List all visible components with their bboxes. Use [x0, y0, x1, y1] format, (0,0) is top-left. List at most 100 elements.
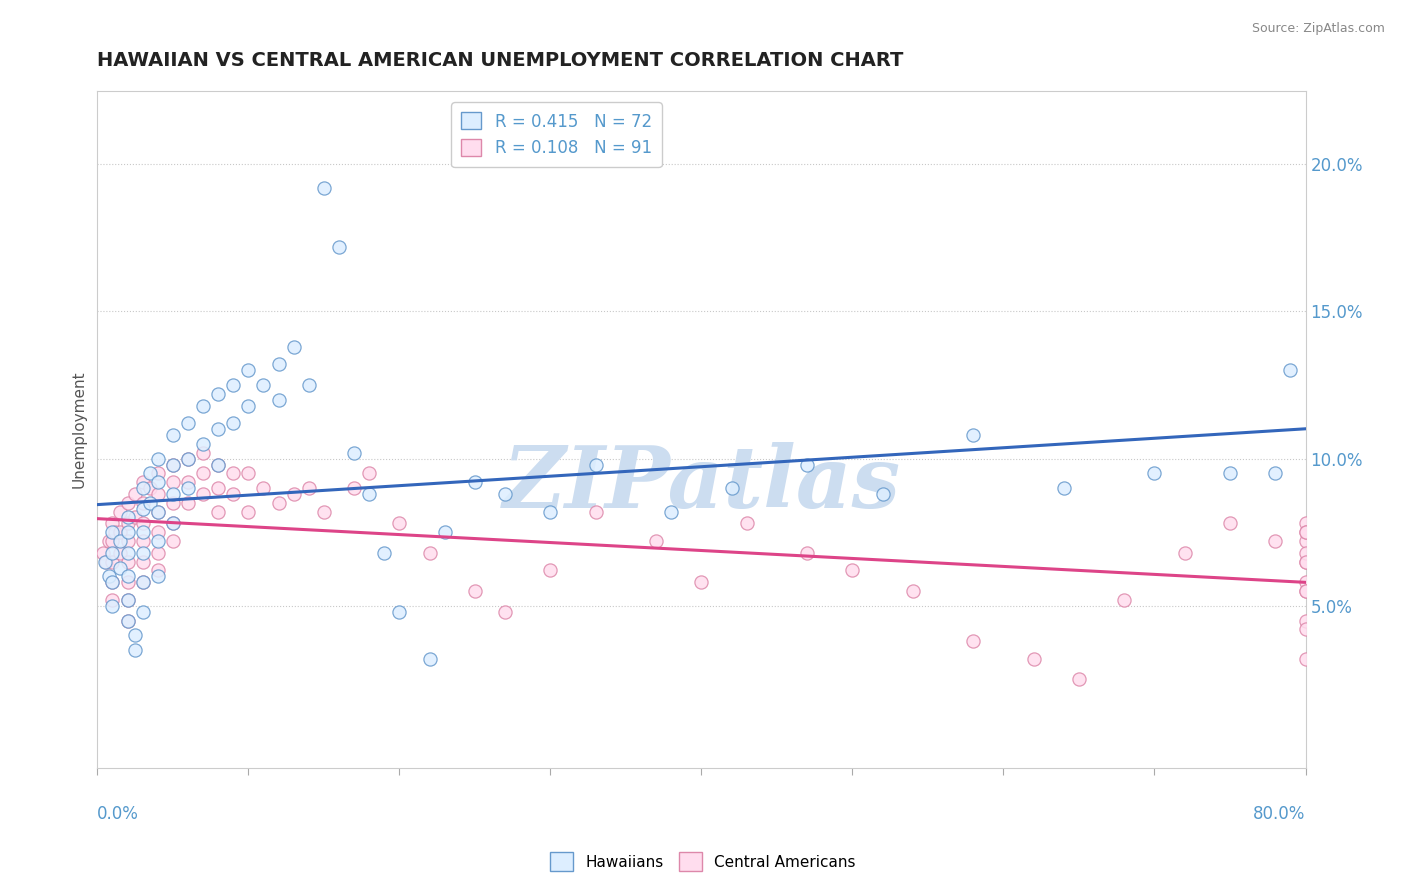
Point	[1295, 525, 1317, 540]
Point	[162, 496, 184, 510]
Point	[162, 534, 184, 549]
Point	[1295, 555, 1317, 569]
Point	[124, 510, 146, 524]
Point	[252, 481, 274, 495]
Point	[177, 451, 200, 466]
Point	[131, 534, 153, 549]
Point	[538, 564, 561, 578]
Point	[312, 505, 335, 519]
Point	[177, 451, 200, 466]
Point	[146, 487, 169, 501]
Point	[117, 575, 139, 590]
Point	[373, 546, 395, 560]
Point	[98, 534, 121, 549]
Point	[101, 555, 124, 569]
Point	[146, 564, 169, 578]
Point	[131, 475, 153, 490]
Point	[267, 392, 290, 407]
Point	[494, 487, 516, 501]
Point	[124, 643, 146, 657]
Point	[1264, 467, 1286, 481]
Point	[139, 481, 162, 495]
Point	[94, 555, 117, 569]
Point	[962, 428, 984, 442]
Point	[1295, 575, 1317, 590]
Text: 0.0%: 0.0%	[97, 805, 139, 823]
Point	[131, 605, 153, 619]
Point	[131, 516, 153, 531]
Point	[131, 496, 153, 510]
Text: 80.0%: 80.0%	[1253, 805, 1306, 823]
Legend: R = 0.415   N = 72, R = 0.108   N = 91: R = 0.415 N = 72, R = 0.108 N = 91	[451, 103, 662, 167]
Point	[464, 584, 486, 599]
Point	[388, 516, 411, 531]
Point	[139, 467, 162, 481]
Point	[659, 505, 682, 519]
Point	[690, 575, 713, 590]
Point	[962, 634, 984, 648]
Point	[177, 481, 200, 495]
Point	[146, 569, 169, 583]
Point	[131, 481, 153, 495]
Point	[162, 475, 184, 490]
Point	[283, 340, 305, 354]
Point	[117, 593, 139, 607]
Point	[96, 555, 118, 569]
Point	[1295, 623, 1317, 637]
Point	[108, 525, 131, 540]
Point	[419, 652, 441, 666]
Point	[93, 546, 115, 560]
Point	[1295, 584, 1317, 599]
Point	[267, 358, 290, 372]
Legend: Hawaiians, Central Americans: Hawaiians, Central Americans	[544, 847, 862, 877]
Point	[124, 628, 146, 642]
Point	[108, 534, 131, 549]
Point	[101, 525, 124, 540]
Point	[101, 575, 124, 590]
Point	[117, 516, 139, 531]
Point	[343, 481, 366, 495]
Point	[872, 487, 894, 501]
Point	[162, 428, 184, 442]
Point	[328, 240, 350, 254]
Point	[359, 487, 381, 501]
Point	[117, 510, 139, 524]
Point	[131, 555, 153, 569]
Point	[222, 487, 245, 501]
Point	[131, 575, 153, 590]
Point	[283, 487, 305, 501]
Point	[108, 505, 131, 519]
Point	[1143, 467, 1166, 481]
Point	[238, 363, 260, 377]
Point	[162, 458, 184, 472]
Point	[131, 575, 153, 590]
Point	[146, 505, 169, 519]
Point	[117, 496, 139, 510]
Point	[1295, 525, 1317, 540]
Point	[298, 481, 321, 495]
Point	[1219, 516, 1241, 531]
Point	[101, 546, 124, 560]
Point	[1295, 534, 1317, 549]
Point	[388, 605, 411, 619]
Point	[101, 593, 124, 607]
Point	[1067, 673, 1090, 687]
Point	[191, 467, 214, 481]
Point	[124, 487, 146, 501]
Point	[267, 496, 290, 510]
Point	[207, 505, 229, 519]
Point	[222, 467, 245, 481]
Point	[104, 525, 127, 540]
Point	[131, 546, 153, 560]
Point	[222, 378, 245, 392]
Point	[1295, 516, 1317, 531]
Point	[98, 569, 121, 583]
Point	[735, 516, 758, 531]
Point	[117, 614, 139, 628]
Point	[117, 546, 139, 560]
Point	[1295, 555, 1317, 569]
Point	[343, 446, 366, 460]
Point	[1022, 652, 1045, 666]
Point	[162, 516, 184, 531]
Point	[146, 467, 169, 481]
